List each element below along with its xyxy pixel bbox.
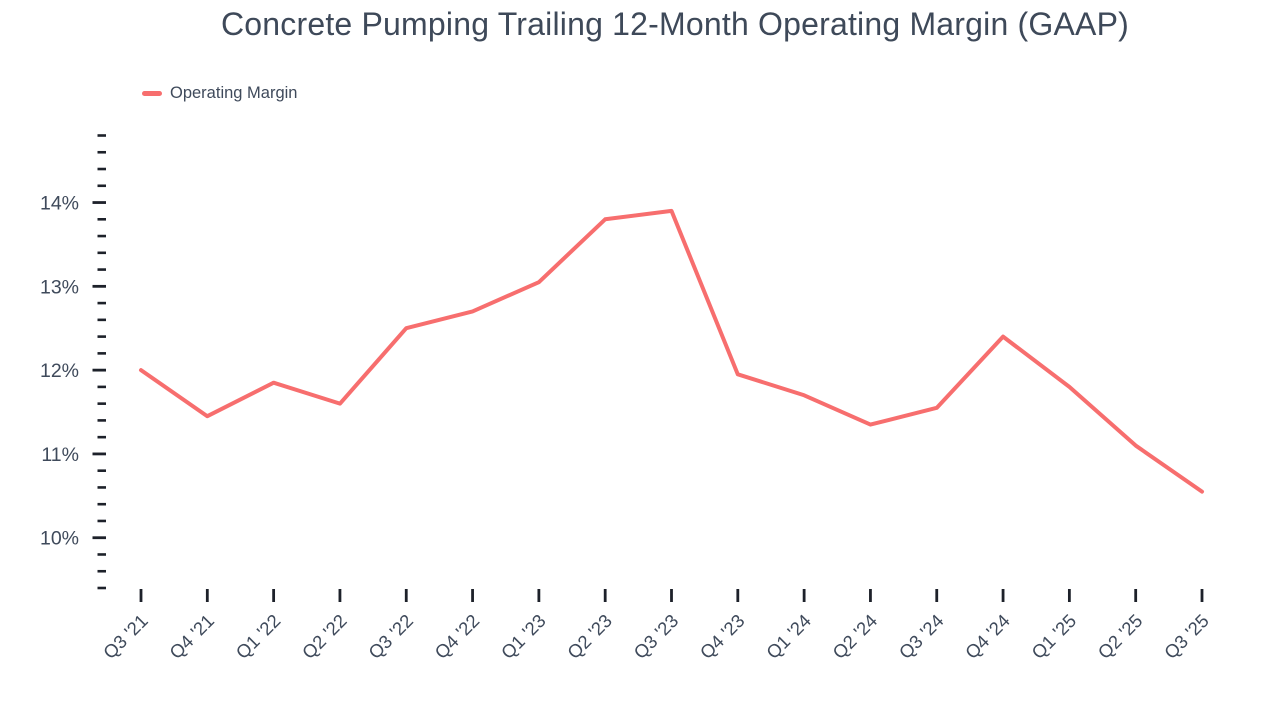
x-axis-tick-label: Q4 '22	[430, 610, 483, 663]
legend-line-swatch	[142, 90, 162, 96]
legend[interactable]: Operating Margin	[142, 82, 297, 104]
x-axis-tick-label: Q1 '23	[497, 610, 550, 663]
x-axis-tick-label: Q3 '24	[895, 610, 948, 663]
x-axis-tick-label: Q2 '22	[298, 610, 351, 663]
y-axis-tick-label: 11%	[41, 444, 79, 466]
x-axis-tick-label: Q1 '25	[1027, 610, 1080, 663]
x-axis-tick-label: Q3 '22	[364, 610, 417, 663]
x-axis-tick-label: Q2 '23	[563, 610, 616, 663]
x-axis-tick-label: Q3 '25	[1160, 610, 1213, 663]
x-axis-tick-label: Q2 '24	[828, 610, 881, 663]
y-axis-tick-label: 13%	[40, 276, 79, 298]
legend-label: Operating Margin	[170, 83, 298, 102]
x-axis-tick-label: Q3 '23	[629, 610, 682, 663]
chart-title: Concrete Pumping Trailing 12-Month Opera…	[220, 6, 1129, 42]
x-axis-tick-label: Q4 '24	[961, 610, 1014, 663]
x-axis-tick-label: Q4 '21	[165, 610, 218, 663]
y-axis-tick-label: 14%	[40, 193, 79, 215]
x-axis-tick-label: Q2 '25	[1094, 610, 1147, 663]
x-axis-tick-label: Q4 '23	[696, 610, 749, 663]
y-axis-tick-label: 10%	[40, 528, 79, 550]
operating-margin-line	[139, 208, 1204, 494]
y-axis-tick-label: 12%	[40, 360, 79, 382]
x-axis-tick-label: Q1 '22	[231, 610, 284, 663]
x-axis-tick-label: Q1 '24	[762, 610, 815, 663]
x-axis-tick-label: Q3 '21	[99, 610, 152, 663]
